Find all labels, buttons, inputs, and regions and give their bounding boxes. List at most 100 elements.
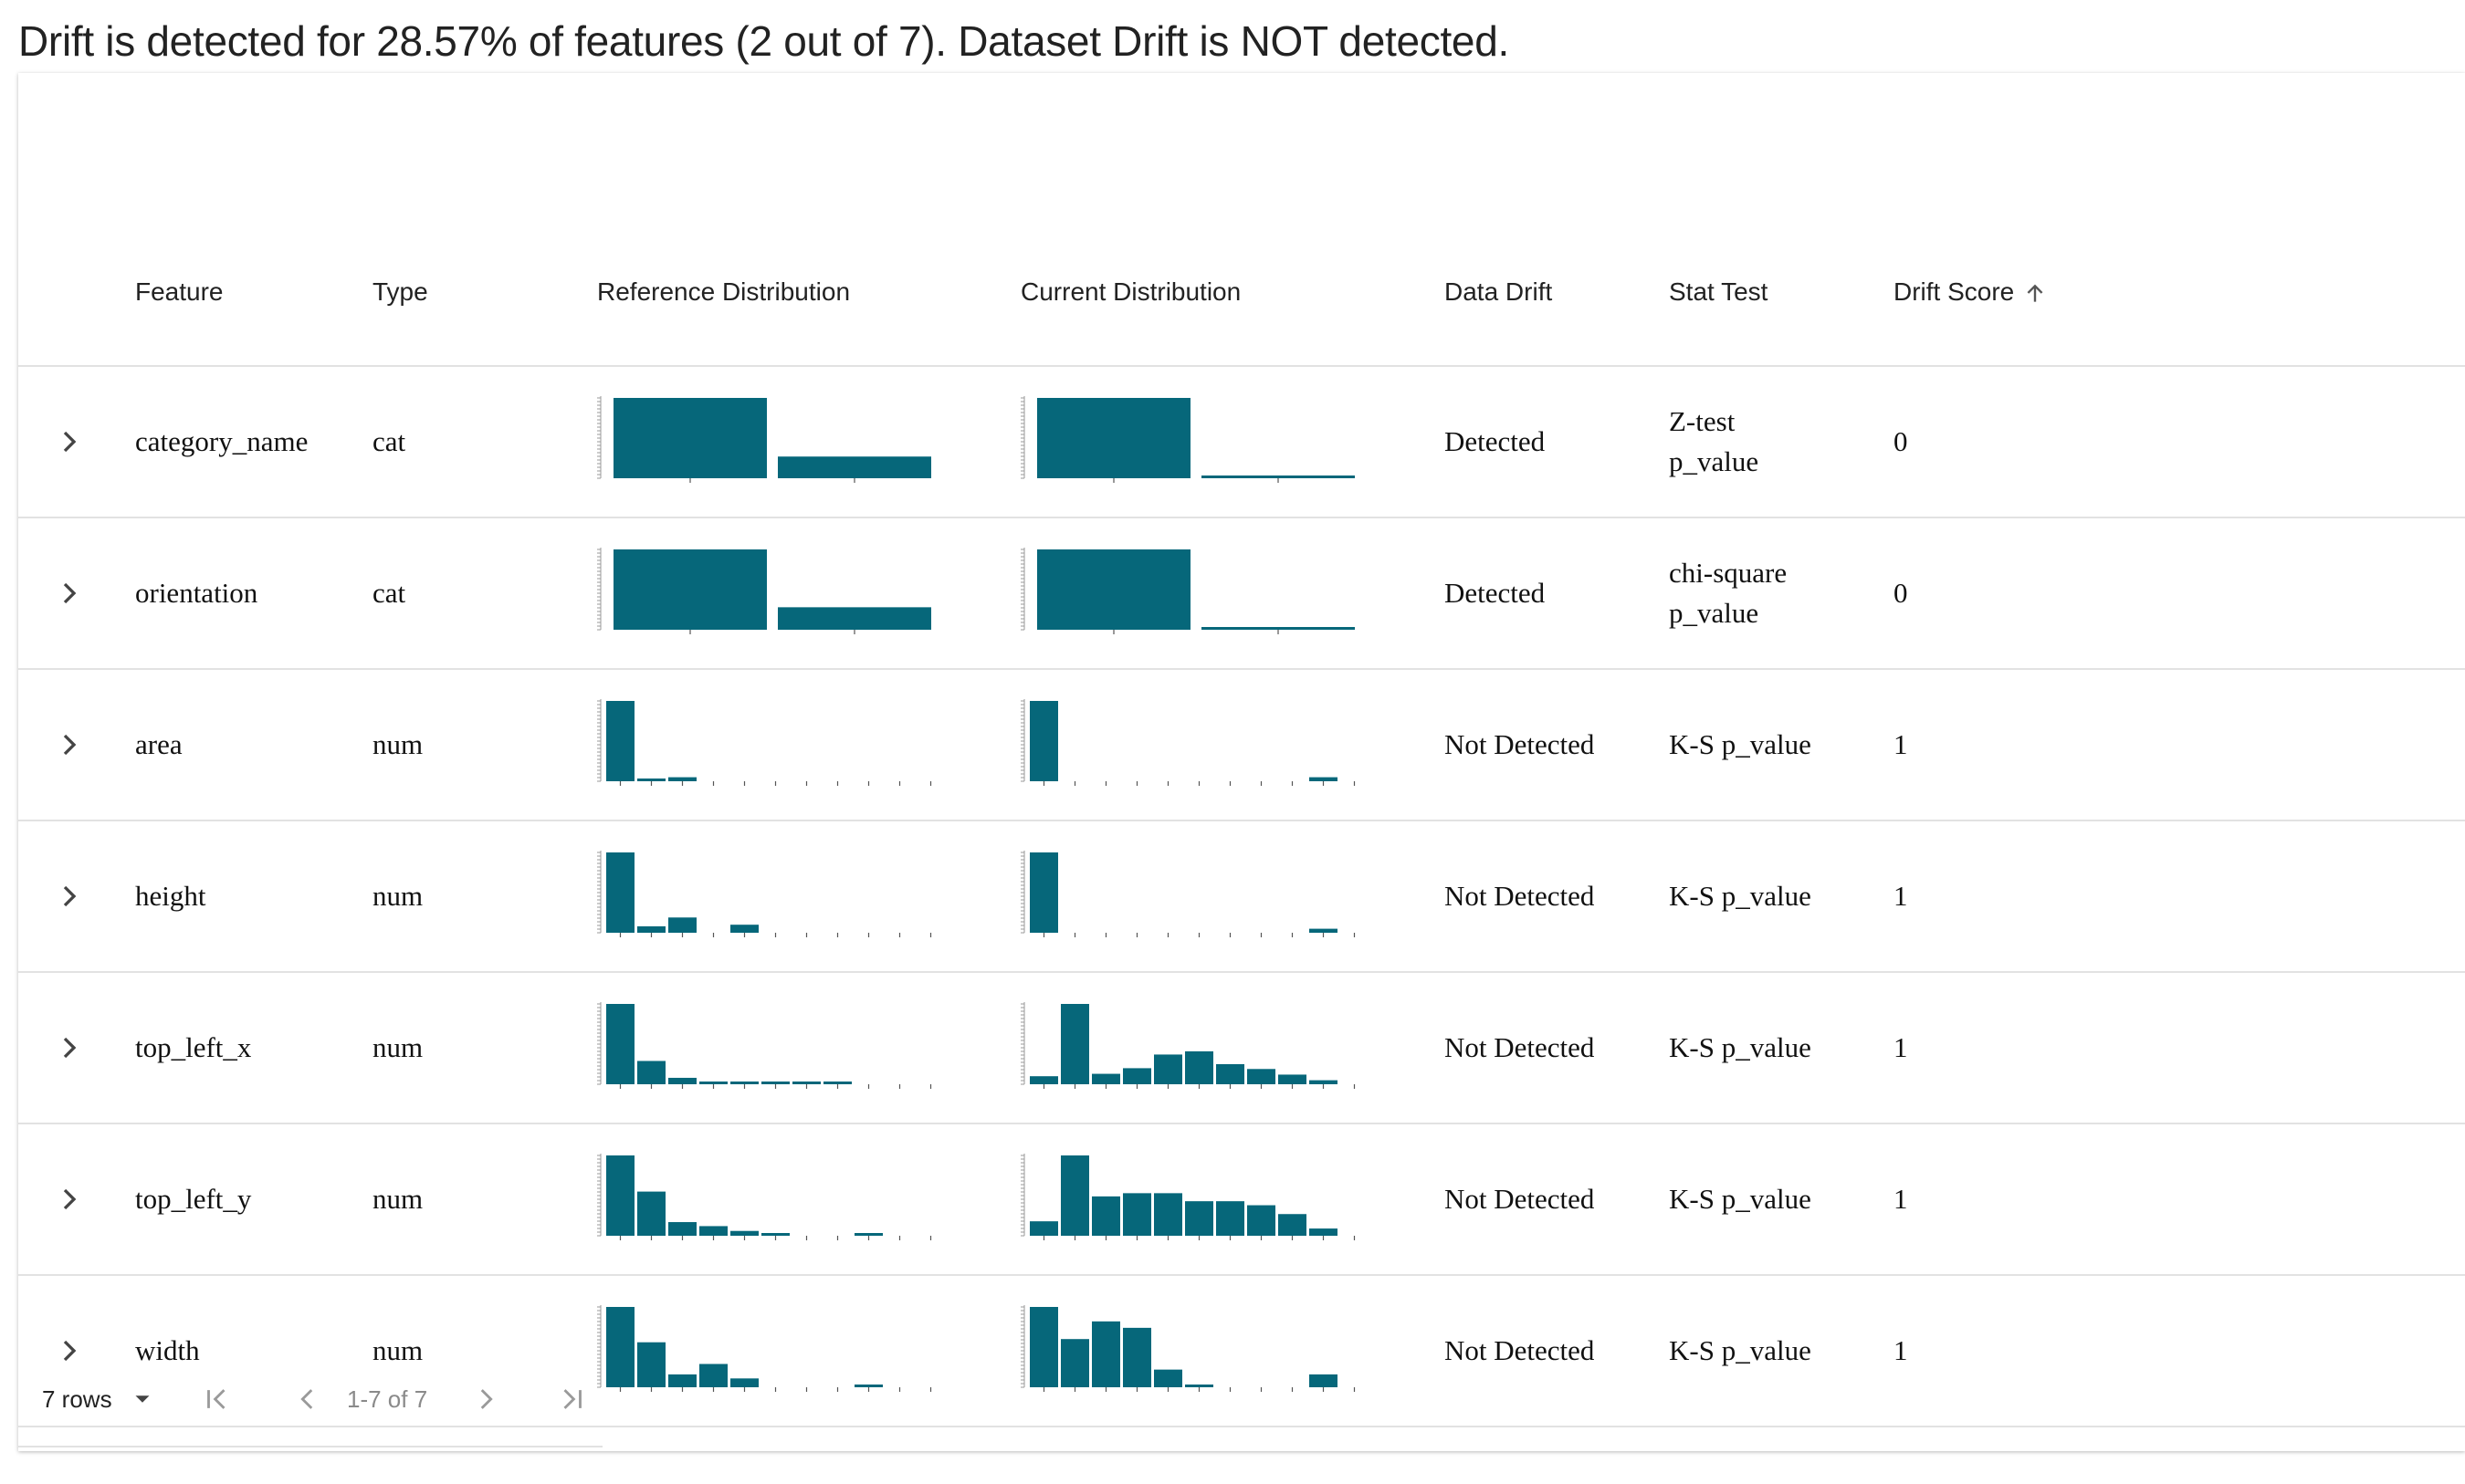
expand-row-button[interactable] bbox=[51, 575, 88, 611]
histogram-bar bbox=[699, 1364, 728, 1387]
feature-name: area bbox=[135, 728, 183, 760]
drift-score: 1 bbox=[1893, 1031, 1908, 1063]
data-drift-status: Not Detected bbox=[1444, 728, 1595, 760]
histogram-bar bbox=[1123, 1068, 1151, 1084]
previous-page-button[interactable] bbox=[292, 1353, 323, 1446]
expand-row-button[interactable] bbox=[51, 878, 88, 914]
current-distribution-chart bbox=[1021, 548, 1355, 634]
feature-type: num bbox=[372, 1334, 424, 1366]
table-row[interactable]: top_left_x num Not Detected 1 K-S p_value bbox=[18, 973, 2465, 1124]
data-drift-status: Not Detected bbox=[1444, 1183, 1595, 1215]
histogram-bar bbox=[1092, 1196, 1120, 1236]
header-type[interactable]: Type bbox=[372, 277, 428, 306]
data-drift-status: Not Detected bbox=[1444, 1031, 1595, 1063]
drift-score: 1 bbox=[1893, 728, 1908, 760]
stat-test-name: Z-test bbox=[1669, 405, 1736, 437]
last-page-button[interactable] bbox=[557, 1353, 588, 1446]
histogram-bar bbox=[1185, 1201, 1213, 1236]
histogram-bar bbox=[1037, 549, 1191, 630]
drift-table-panel: Feature Type Reference Distribution Curr… bbox=[18, 73, 2465, 1451]
data-drift-status: Not Detected bbox=[1444, 880, 1595, 912]
current-distribution-chart bbox=[1021, 396, 1355, 483]
histogram-bar bbox=[1030, 852, 1058, 933]
histogram-bar bbox=[1201, 627, 1355, 630]
arrow-up-icon[interactable] bbox=[2023, 282, 2047, 306]
feature-type: num bbox=[372, 1031, 424, 1063]
header-stat-test[interactable]: Stat Test bbox=[1669, 277, 1768, 306]
histogram-bar bbox=[1309, 1080, 1337, 1084]
chevron-left-icon bbox=[300, 1389, 313, 1409]
header-current-distribution[interactable]: Current Distribution bbox=[1021, 277, 1242, 306]
expand-row-button[interactable] bbox=[51, 1181, 88, 1218]
table-row[interactable]: area num Not Detected 1 K-S p_value bbox=[18, 670, 2465, 821]
histogram-bar bbox=[1247, 1069, 1275, 1084]
stat-test-measure: p_value bbox=[1669, 445, 1759, 477]
histogram-bar bbox=[1123, 1193, 1151, 1236]
reference-distribution-chart bbox=[597, 1002, 932, 1089]
histogram-bar bbox=[855, 1385, 883, 1387]
expand-row-button[interactable] bbox=[51, 1332, 88, 1369]
histogram-bar bbox=[637, 1061, 666, 1084]
table-row[interactable]: category_name cat Detected 0 Z-test p_value bbox=[18, 367, 2465, 518]
stat-test-name: K-S p_value bbox=[1669, 880, 1811, 912]
histogram-bar bbox=[823, 1082, 852, 1084]
stat-test-name: K-S p_value bbox=[1669, 1183, 1811, 1215]
first-page-button[interactable] bbox=[201, 1353, 232, 1446]
feature-name: height bbox=[135, 880, 206, 912]
table-row[interactable]: width num Not Detected 1 K-S p_value bbox=[18, 1276, 2465, 1427]
drift-score: 1 bbox=[1893, 1183, 1908, 1215]
histogram-bar bbox=[730, 925, 759, 933]
stat-test-name: K-S p_value bbox=[1669, 728, 1811, 760]
header-drift-score-label: Drift Score bbox=[1893, 277, 2015, 306]
histogram-bar bbox=[614, 549, 767, 630]
chevron-right-icon bbox=[63, 885, 77, 907]
next-page-button[interactable] bbox=[470, 1353, 501, 1446]
expand-row-button[interactable] bbox=[51, 423, 88, 460]
chevron-right-icon bbox=[480, 1389, 493, 1409]
drift-score: 1 bbox=[1893, 1334, 1908, 1366]
histogram-bar bbox=[668, 1077, 697, 1084]
histogram-bar bbox=[1278, 1074, 1306, 1084]
histogram-bar bbox=[668, 777, 697, 781]
table-row[interactable]: orientation cat Detected 0 chi-square p_value bbox=[18, 518, 2465, 670]
table-row[interactable]: top_left_y num Not Detected 1 K-S p_value bbox=[18, 1124, 2465, 1276]
histogram-bar bbox=[1037, 398, 1191, 478]
histogram-bar bbox=[637, 779, 666, 781]
stat-test: K-S p_value bbox=[1669, 1124, 1811, 1274]
histogram-bar bbox=[1309, 1228, 1337, 1236]
histogram-bar bbox=[1309, 777, 1337, 781]
feature-type: cat bbox=[372, 577, 406, 609]
header-feature[interactable]: Feature bbox=[135, 277, 224, 306]
header-reference-distribution[interactable]: Reference Distribution bbox=[597, 277, 851, 306]
feature-name: top_left_y bbox=[135, 1183, 252, 1215]
expand-row-button[interactable] bbox=[51, 726, 88, 763]
histogram-bar bbox=[1185, 1050, 1213, 1084]
expand-row-button[interactable] bbox=[51, 1029, 88, 1066]
reference-distribution-chart bbox=[597, 1154, 932, 1240]
histogram-bar bbox=[606, 1155, 635, 1236]
stat-test-name: K-S p_value bbox=[1669, 1334, 1811, 1366]
histogram-bar bbox=[668, 917, 697, 933]
histogram-bar bbox=[761, 1082, 790, 1084]
histogram-bar bbox=[699, 1082, 728, 1084]
chevron-right-icon bbox=[63, 1340, 77, 1362]
feature-name: top_left_x bbox=[135, 1031, 252, 1063]
feature-type: cat bbox=[372, 425, 406, 457]
histogram-bar bbox=[1061, 1004, 1089, 1084]
chevron-right-icon bbox=[63, 1188, 77, 1210]
histogram-bar bbox=[1309, 928, 1337, 933]
header-data-drift[interactable]: Data Drift bbox=[1444, 277, 1553, 306]
stat-test: K-S p_value bbox=[1669, 1276, 1811, 1426]
histogram-bar bbox=[1030, 1307, 1058, 1387]
histogram-bar bbox=[1185, 1385, 1213, 1387]
drift-summary: Drift is detected for 28.57% of features… bbox=[18, 17, 1509, 65]
chevron-right-icon bbox=[63, 734, 77, 756]
histogram-bar bbox=[792, 1082, 821, 1084]
header-drift-score[interactable]: Drift Score bbox=[1893, 219, 2047, 365]
chevron-right-icon bbox=[63, 582, 77, 604]
histogram-bar bbox=[637, 925, 666, 933]
histogram-bar bbox=[1201, 476, 1355, 478]
table-row[interactable]: height num Not Detected 1 K-S p_value bbox=[18, 821, 2465, 973]
rows-per-page-select[interactable]: 7 rows bbox=[42, 1353, 156, 1446]
histogram-bar bbox=[761, 1233, 790, 1236]
